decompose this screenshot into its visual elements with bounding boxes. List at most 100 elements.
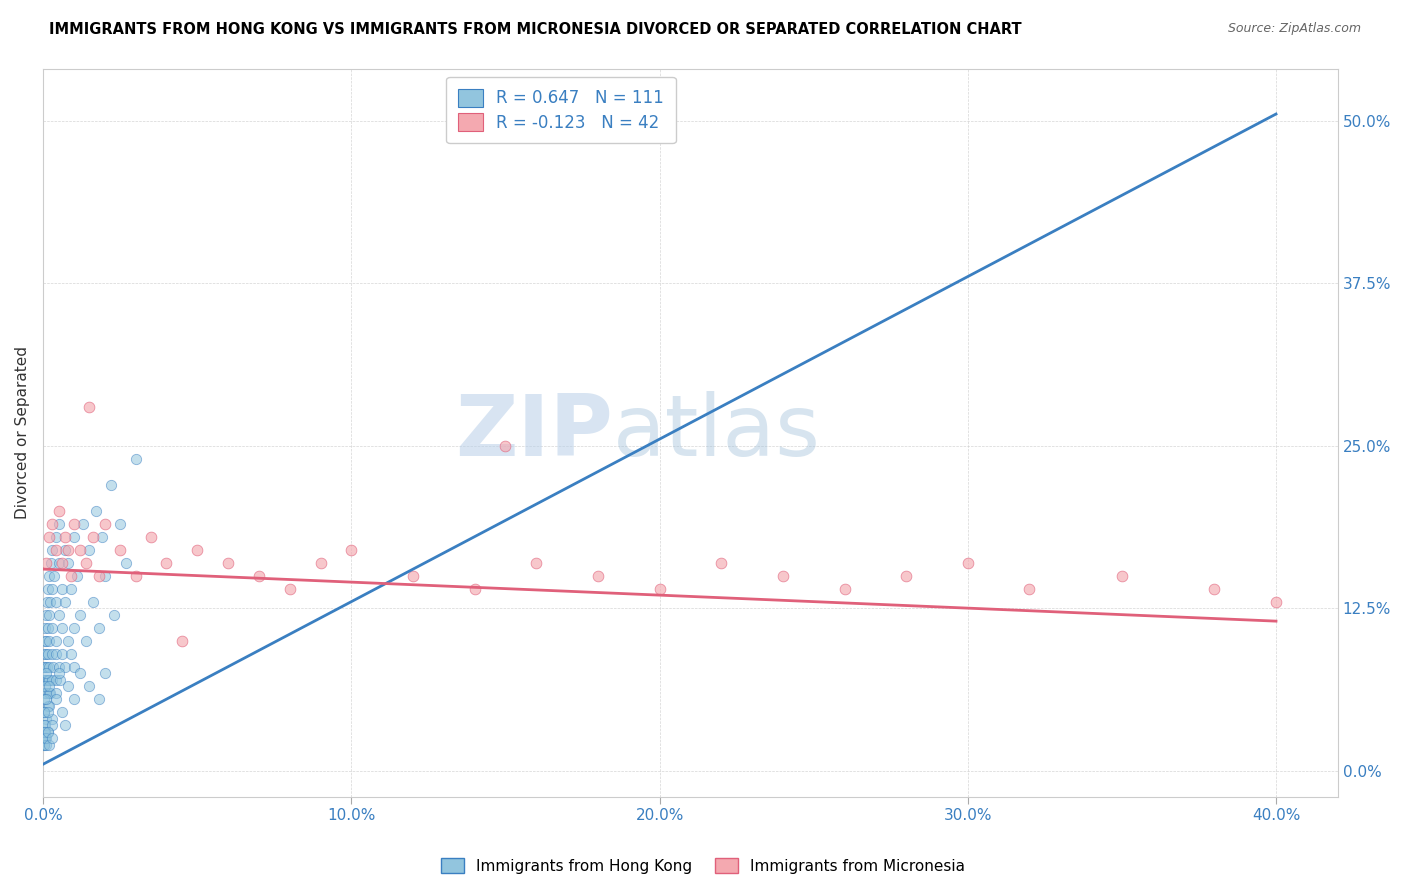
Point (48, 556, 70, 570)
Point (49, 673, 72, 687)
Point (37, 698, 59, 713)
Point (217, 556, 239, 570)
Point (38, 679, 60, 693)
Point (51, 705, 73, 719)
Point (110, 516, 132, 531)
Point (32, 724, 55, 739)
Point (38, 530, 60, 544)
Point (53, 594, 76, 608)
Point (48, 666, 70, 681)
Point (32, 718, 55, 732)
Point (72, 516, 94, 531)
Point (1204, 582, 1226, 596)
Point (44, 542, 66, 557)
Point (34, 731, 56, 746)
Point (37, 582, 59, 596)
Point (170, 633, 193, 648)
Point (524, 556, 547, 570)
Point (42, 659, 65, 673)
Point (32, 705, 55, 719)
Point (41, 731, 63, 746)
Point (37, 647, 59, 661)
Point (35, 666, 58, 681)
Point (35, 607, 58, 622)
Point (63, 516, 86, 531)
Point (82, 594, 104, 608)
Point (63, 621, 86, 635)
Point (772, 568, 794, 582)
Point (34, 621, 56, 635)
Point (53, 530, 76, 544)
Point (186, 542, 208, 557)
Point (37, 724, 59, 739)
Point (51, 621, 73, 635)
Point (34, 679, 56, 693)
Point (75, 633, 97, 648)
Point (100, 477, 122, 491)
Point (834, 582, 856, 596)
Point (39, 686, 62, 700)
Point (34, 718, 56, 732)
Point (1018, 582, 1040, 596)
Point (115, 556, 138, 570)
Point (956, 556, 979, 570)
Point (44, 686, 66, 700)
Point (894, 568, 917, 582)
Point (38, 698, 60, 713)
Point (35, 692, 58, 706)
Point (94, 666, 117, 681)
Point (32, 738, 55, 752)
Point (37, 705, 59, 719)
Point (32, 659, 55, 673)
Point (51, 647, 73, 661)
Point (139, 530, 162, 544)
Text: atlas: atlas (613, 391, 821, 474)
Point (41, 673, 63, 687)
Point (38, 686, 60, 700)
Point (94, 568, 117, 582)
Point (34, 686, 56, 700)
Point (69, 666, 91, 681)
Point (87, 568, 110, 582)
Point (51, 556, 73, 570)
Point (402, 568, 425, 582)
Point (53, 542, 76, 557)
Point (48, 607, 70, 622)
Point (35, 673, 58, 687)
Point (75, 556, 97, 570)
Point (87, 621, 110, 635)
Point (41, 621, 63, 635)
Legend: R = 0.647   N = 111, R = -0.123   N = 42: R = 0.647 N = 111, R = -0.123 N = 42 (446, 77, 676, 144)
Point (37, 673, 59, 687)
Point (41, 542, 63, 557)
Point (41, 582, 63, 596)
Point (82, 530, 104, 544)
Point (35, 731, 58, 746)
Point (51, 582, 73, 596)
Point (35, 712, 58, 726)
Point (63, 659, 86, 673)
Point (48, 503, 70, 517)
Point (59, 568, 82, 582)
Point (32, 692, 55, 706)
Point (69, 542, 91, 557)
Point (37, 621, 59, 635)
Point (309, 556, 332, 570)
Point (103, 607, 125, 622)
Point (79, 400, 101, 414)
Point (37, 724, 59, 739)
Point (648, 582, 671, 596)
Point (35, 686, 58, 700)
Point (34, 647, 56, 661)
Point (34, 738, 56, 752)
Point (278, 582, 301, 596)
Point (44, 530, 66, 544)
Point (34, 724, 56, 739)
Point (38, 568, 60, 582)
Point (34, 659, 56, 673)
Text: ZIP: ZIP (456, 391, 613, 474)
Point (38, 738, 60, 752)
Point (56, 633, 79, 648)
Point (1111, 568, 1133, 582)
Point (59, 647, 82, 661)
